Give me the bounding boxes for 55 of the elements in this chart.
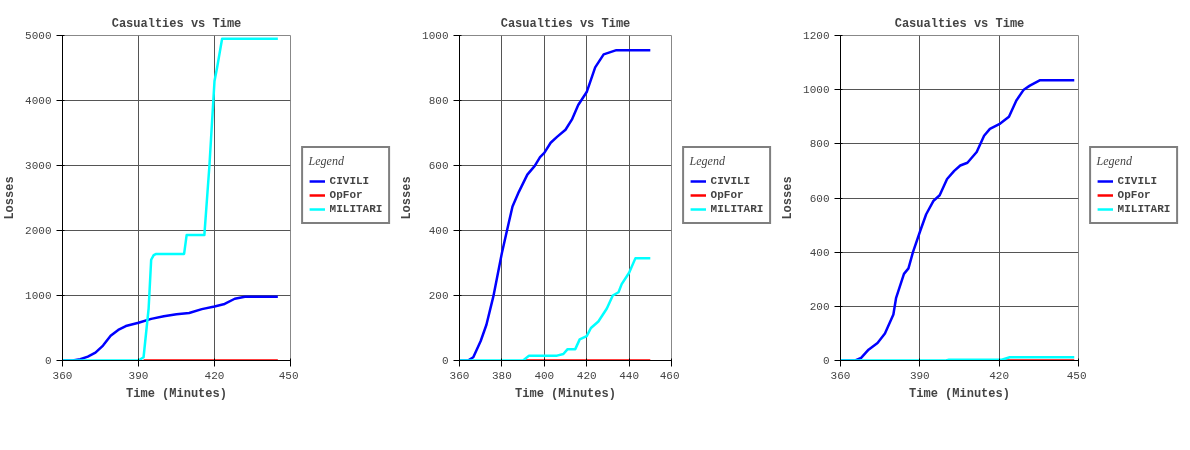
y-tick-label: 1000 <box>422 30 449 42</box>
y-axis-title: Losses <box>781 176 796 220</box>
y-tick-label: 0 <box>441 355 449 367</box>
chart-title: Casualties vs Time <box>894 16 1025 31</box>
x-axis-title: Time (Minutes) <box>515 386 616 401</box>
y-tick-label: 3000 <box>25 160 52 172</box>
y-tick-label: 0 <box>44 355 52 367</box>
chart-title: Casualties vs Time <box>111 16 242 31</box>
x-tick-label: 420 <box>204 369 225 382</box>
legend-label: OpFor <box>710 188 744 202</box>
x-axis-title: Time (Minutes) <box>126 386 227 401</box>
y-tick-label: 1200 <box>803 30 830 42</box>
x-tick-label: 390 <box>128 369 149 382</box>
x-tick-label: 440 <box>619 369 640 382</box>
legend-title: Legend <box>689 154 726 169</box>
x-tick-label: 380 <box>492 369 512 382</box>
x-tick-label: 420 <box>576 369 597 382</box>
chart-title: Casualties vs Time <box>500 16 631 31</box>
x-tick-label: 390 <box>909 369 930 382</box>
y-tick-label: 5000 <box>25 30 52 42</box>
legend-title: Legend <box>308 154 345 169</box>
y-tick-label: 600 <box>428 160 449 172</box>
x-tick-label: 420 <box>989 369 1010 382</box>
x-tick-label: 360 <box>52 369 73 382</box>
legend-label: CIVILI <box>1117 174 1158 188</box>
y-tick-label: 400 <box>809 246 830 259</box>
legend-label: MILITARI <box>1117 202 1171 216</box>
y-axis-title: Losses <box>3 176 18 220</box>
x-tick-label: 450 <box>1066 369 1087 382</box>
y-tick-label: 1000 <box>803 84 830 97</box>
x-tick-label: 360 <box>449 369 470 382</box>
legend-label: MILITARI <box>329 202 383 216</box>
y-tick-label: 200 <box>428 290 449 302</box>
x-axis-title: Time (Minutes) <box>909 386 1010 401</box>
legend-title: Legend <box>1096 154 1133 169</box>
y-tick-label: 400 <box>428 225 449 237</box>
legend-label: OpFor <box>1117 188 1151 202</box>
y-tick-label: 800 <box>428 95 449 107</box>
x-tick-label: 400 <box>534 369 555 382</box>
y-tick-label: 200 <box>809 300 830 313</box>
y-tick-label: 1000 <box>25 290 52 302</box>
legend-label: OpFor <box>329 188 363 202</box>
y-tick-label: 0 <box>822 355 830 367</box>
x-tick-label: 450 <box>278 369 299 382</box>
y-axis-title: Losses <box>400 176 415 220</box>
legend-label: MILITARI <box>710 202 764 216</box>
y-tick-label: 2000 <box>25 225 52 237</box>
legend-label: CIVILI <box>710 174 751 188</box>
y-tick-label: 4000 <box>25 95 52 107</box>
y-tick-label: 600 <box>809 192 830 205</box>
x-tick-label: 460 <box>659 369 680 382</box>
x-tick-label: 360 <box>830 369 851 382</box>
line-series <box>459 256 652 361</box>
legend-label: CIVILI <box>329 174 370 188</box>
y-tick-label: 800 <box>809 138 830 151</box>
